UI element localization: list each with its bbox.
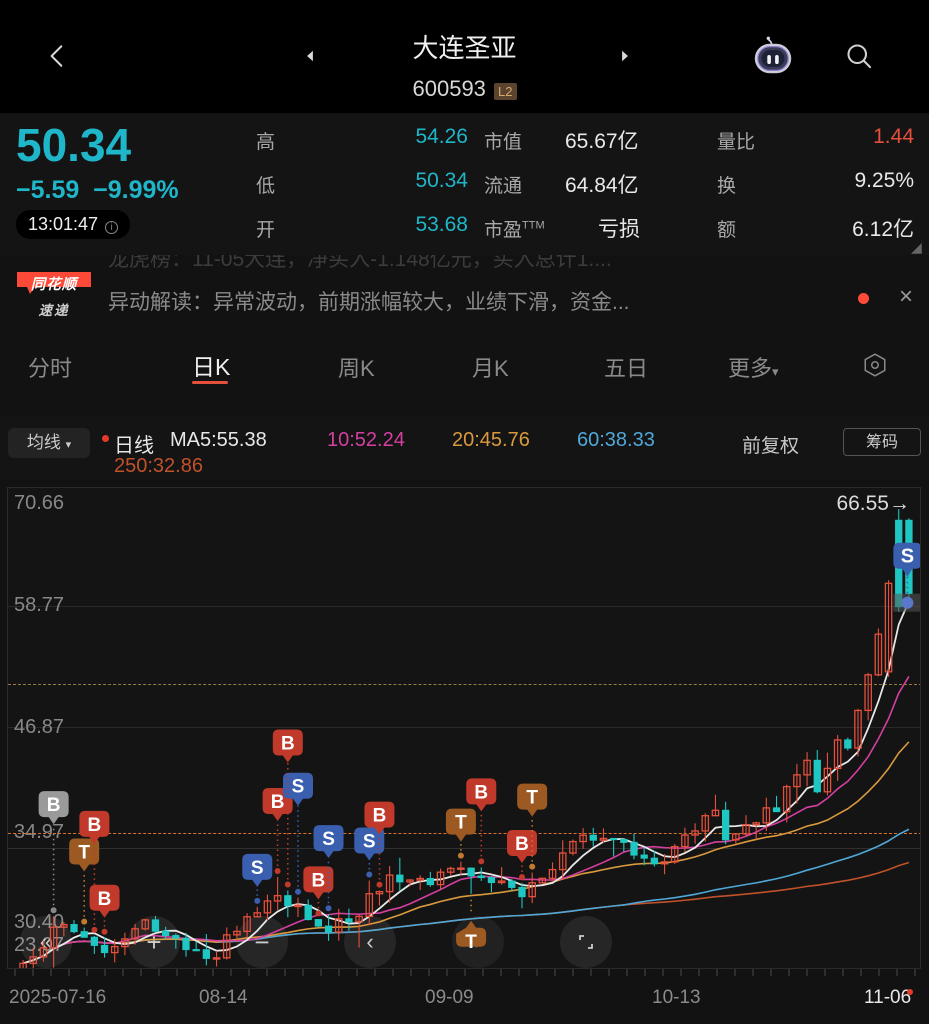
svg-text:S: S xyxy=(322,829,335,850)
svg-text:T: T xyxy=(465,932,477,953)
svg-text:B: B xyxy=(373,806,387,827)
svg-text:S: S xyxy=(363,831,376,852)
svg-text:B: B xyxy=(98,889,112,910)
svg-text:B: B xyxy=(271,792,285,813)
svg-text:T: T xyxy=(78,843,90,864)
svg-text:S: S xyxy=(251,858,264,879)
svg-text:B: B xyxy=(87,815,101,836)
svg-text:B: B xyxy=(311,870,325,891)
svg-text:B: B xyxy=(47,795,61,816)
svg-text:T: T xyxy=(455,813,467,834)
svg-text:B: B xyxy=(281,734,295,755)
svg-text:S: S xyxy=(292,777,305,798)
svg-text:B: B xyxy=(474,782,488,803)
svg-text:T: T xyxy=(526,788,538,809)
svg-text:B: B xyxy=(515,834,529,855)
svg-text:S: S xyxy=(901,546,914,568)
